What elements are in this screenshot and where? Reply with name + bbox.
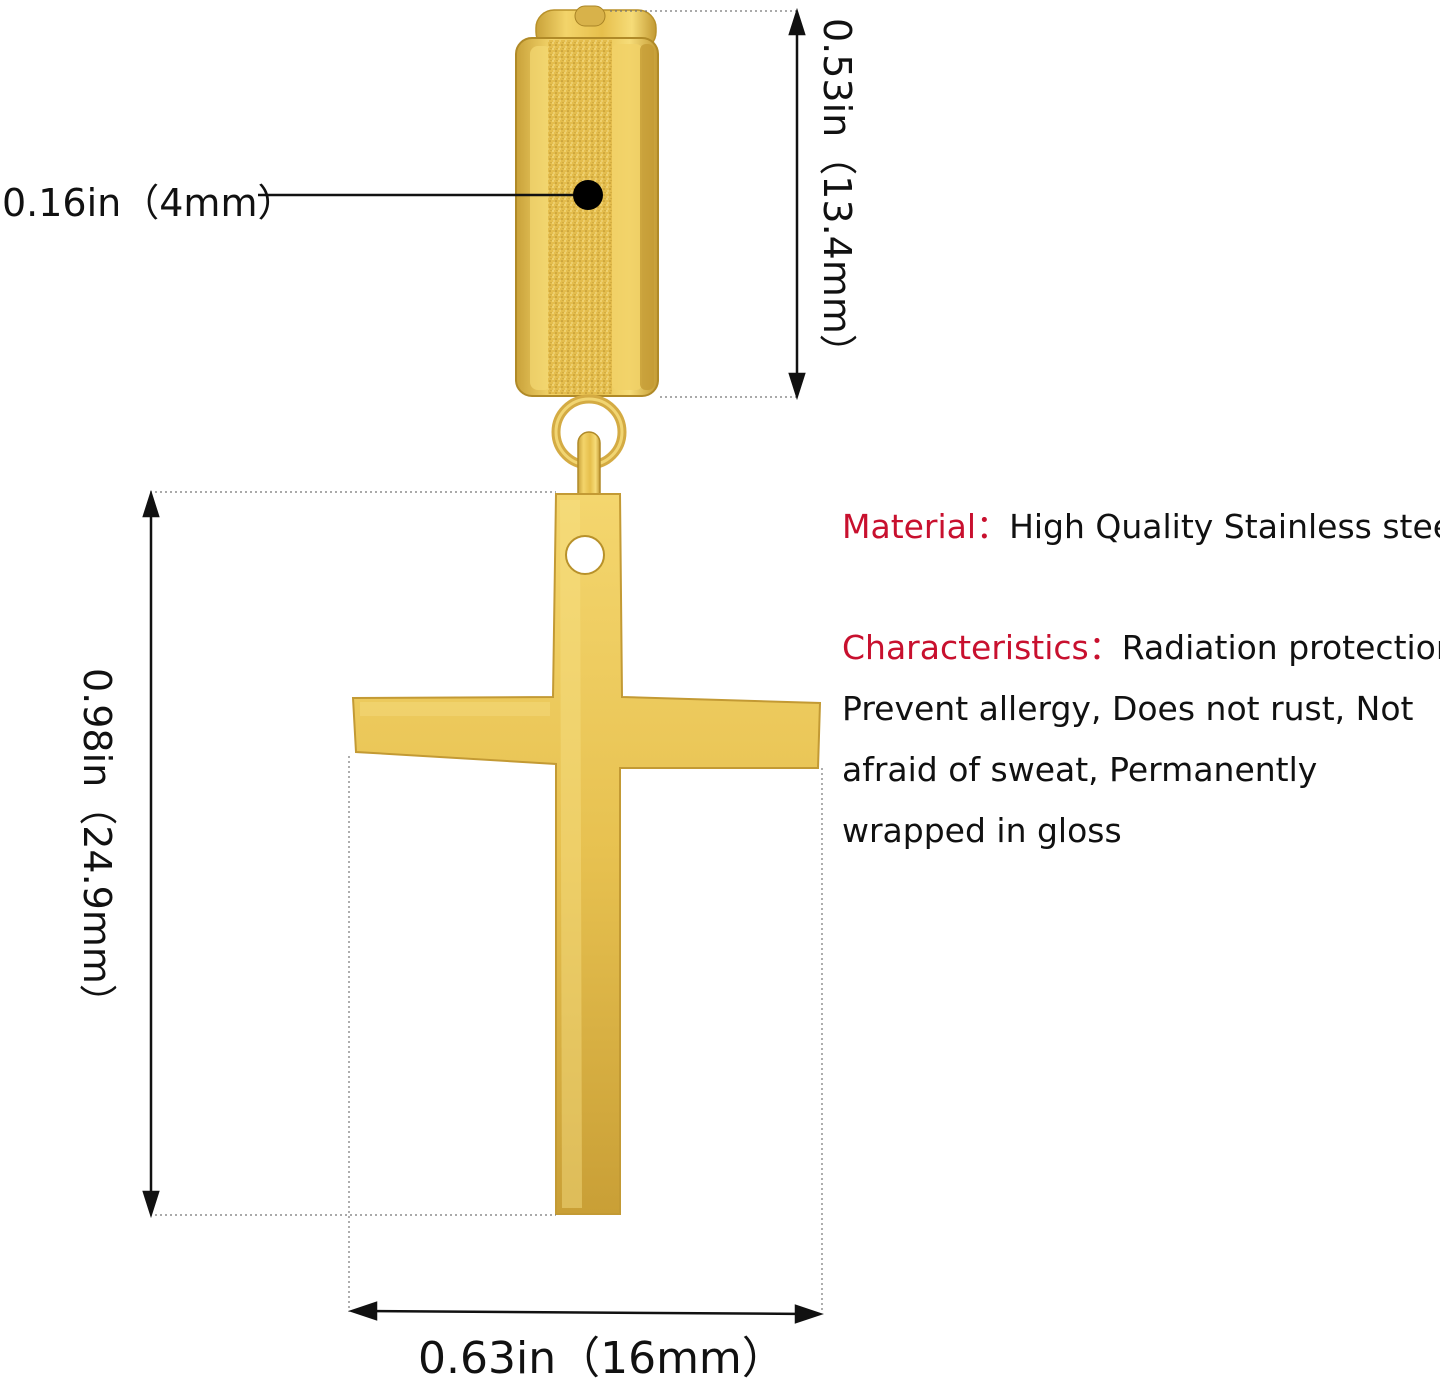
- characteristics-line: Radiation protection,: [1121, 628, 1440, 667]
- dimension-guides: [150, 10, 823, 1312]
- cross-pendant: [351, 493, 822, 1215]
- band-marker-dot: [573, 180, 603, 210]
- cross-width-label: 0.63in（16mm）: [418, 1333, 786, 1384]
- band-width-label: 0.16in（4mm）: [2, 181, 296, 225]
- material-key: Material：: [842, 507, 1010, 546]
- material-spec: Material：High Quality Stainless steel: [842, 496, 1440, 557]
- characteristics-line: wrapped in gloss: [842, 811, 1122, 850]
- hoop-height-label: 0.53in（13.4mm）: [815, 18, 859, 372]
- cross-height-label: 0.98in（24.9mm）: [75, 668, 119, 1022]
- sandblasted-band: [548, 40, 612, 394]
- characteristics-spec: Characteristics：Radiation protection, Pr…: [842, 617, 1440, 861]
- material-value: High Quality Stainless steel: [1009, 507, 1440, 546]
- characteristics-key: Characteristics：: [842, 628, 1122, 667]
- dimension-arrows: [142, 7, 824, 1324]
- characteristics-line: Prevent allergy, Does not rust, Not: [842, 689, 1414, 728]
- hoop-earring: [515, 5, 659, 397]
- characteristics-line: afraid of sweat, Permanently: [842, 750, 1318, 789]
